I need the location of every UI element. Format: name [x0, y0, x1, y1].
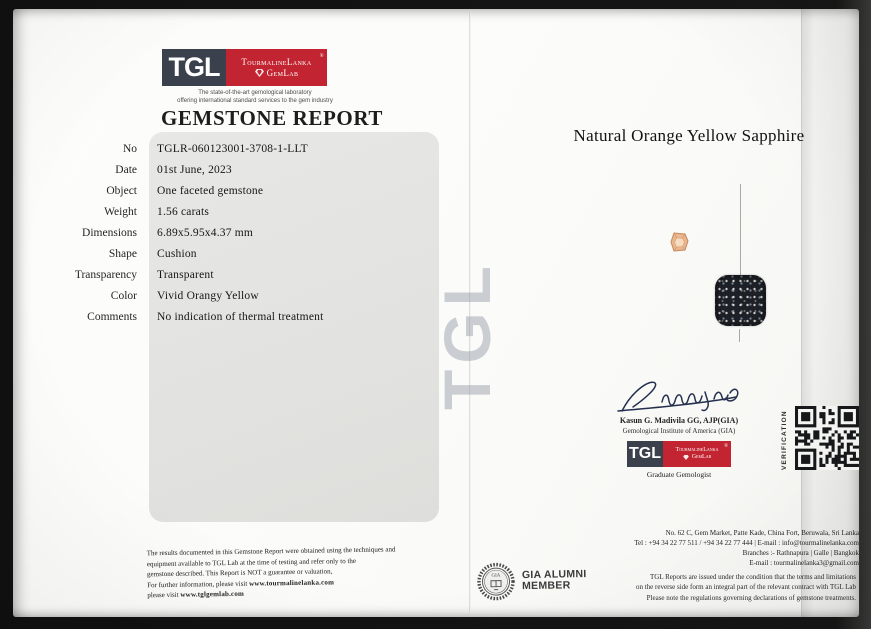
field-label: Shape [108, 247, 137, 260]
field-row-transparency: Transparency Transparent [38, 264, 448, 285]
tagline-line1: The state-of-the-art gemological laborat… [198, 90, 312, 96]
address-line1: No. 62 C, Gem Market, Patte Kade, China … [665, 529, 859, 537]
tgl-abbr: TGL [627, 441, 663, 467]
website-link: www.tourmalinelanka.com [248, 578, 335, 588]
values-panel [149, 132, 439, 522]
stone-title: Natural Orange Yellow Sapphire [573, 126, 805, 145]
field-row-color: Color Vivid Orangy Yellow [38, 285, 448, 306]
field-value: One faceted gemstone [157, 185, 264, 198]
signatory-name: Kasun G. Madivila GG, AJP(GIA) [619, 416, 739, 425]
field-row-comments: Comments No indication of thermal treatm… [38, 306, 448, 327]
terms-line3: Please note the regulations governing de… [646, 593, 856, 602]
field-label: Object [106, 185, 137, 198]
gemstone-photo [670, 232, 689, 252]
field-value: Cushion [157, 247, 197, 260]
terms-line1: TGL Reports are issued under the conditi… [649, 573, 856, 581]
gemlab-label: GemLab [691, 454, 712, 460]
footer-terms: TGL Reports are issued under the conditi… [564, 572, 856, 603]
brand-name-box: ® TourmalineLanka GemLab [663, 441, 731, 467]
gia-seal-icon: GIA [477, 562, 515, 601]
signature [617, 381, 739, 412]
field-row-object: Object One faceted gemstone [38, 181, 448, 202]
right-fold-panel [801, 9, 860, 617]
qr-code [795, 406, 859, 470]
tgl-abbr: TGL [162, 49, 226, 86]
report-fields-table: No TGLR-060123001-3708-1-LLT Date 01st J… [38, 139, 448, 327]
field-value: 01st June, 2023 [157, 164, 232, 177]
field-row-shape: Shape Cushion [38, 243, 448, 264]
field-value: Vivid Orangy Yellow [157, 289, 259, 302]
hanging-thread [740, 184, 741, 276]
gemlab-label: GemLab [266, 67, 299, 78]
brand-name: TourmalineLanka [241, 56, 312, 67]
tgl-logo: TGL ® TourmalineLanka GemLab [162, 49, 327, 86]
center-fold-line [469, 12, 471, 612]
address-line3: Branches :- Rathnapura | Galle | Bangkok [742, 549, 859, 557]
brand-tagline: The state-of-the-art gemological laborat… [148, 90, 362, 105]
brand-name: TourmalineLanka [675, 447, 719, 453]
footer-disclaimer: The results documented in this Gemstone … [147, 544, 440, 602]
website-link: www.tglgemlab.com [180, 590, 245, 600]
registered-mark: ® [319, 54, 324, 59]
field-label: Dimensions [82, 227, 137, 239]
field-value: TGLR-060123001-3708-1-LLT [157, 143, 308, 156]
field-value: Transparent [157, 268, 214, 281]
field-row-date: Date 01st June, 2023 [38, 160, 448, 181]
verification-label: VERIFICATION [781, 410, 788, 470]
field-label: Color [110, 289, 137, 302]
field-value: 1.56 carats [157, 206, 210, 219]
signatory-institute: Gemological Institute of America (GIA) [622, 427, 736, 435]
terms-line2: on the reverse side form an integral par… [635, 583, 856, 592]
svg-text:GIA: GIA [491, 574, 500, 579]
signatory-role: Graduate Gemologist [646, 470, 712, 479]
signatory-tgl-logo: TGL ® TourmalineLanka GemLab [627, 441, 731, 467]
diamond-icon [682, 455, 689, 460]
report-title: GEMSTONE REPORT [161, 106, 383, 130]
field-label: Transparency [74, 268, 137, 281]
field-value: No indication of thermal treatment [157, 310, 324, 323]
hologram-seal [715, 275, 766, 326]
diamond-icon [254, 69, 264, 77]
field-value: 6.89x5.95x4.37 mm [157, 227, 254, 239]
address-line4: E-mail : tourmalinelanka3@gmail.com [749, 559, 859, 567]
field-label: Weight [104, 206, 137, 219]
field-row-dimensions: Dimensions 6.89x5.95x4.37 mm [38, 223, 448, 244]
gia-alumni-badge: GIA GIA ALUMNI MEMBER [476, 560, 587, 602]
registered-mark: ® [724, 444, 728, 449]
field-row-weight: Weight 1.56 carats [38, 202, 448, 223]
brand-name-box: ® TourmalineLanka GemLab [226, 49, 327, 86]
field-label: Date [115, 164, 137, 177]
field-row-no: No TGLR-060123001-3708-1-LLT [38, 139, 448, 160]
hanging-thread-tail [739, 329, 740, 342]
address-line2: Tel : +94 34 22 77 511 / +94 34 22 77 44… [634, 539, 859, 547]
footer-address: No. 62 C, Gem Market, Patte Kade, China … [559, 528, 859, 568]
field-label: Comments [87, 310, 137, 323]
field-label: No [122, 143, 137, 156]
tagline-line2: offering international standard services… [177, 97, 333, 104]
